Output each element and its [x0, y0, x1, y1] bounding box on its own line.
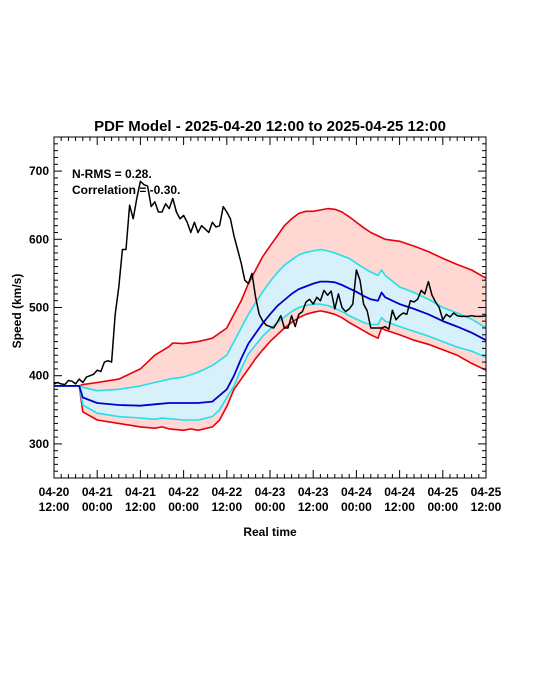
series-lines: [53, 180, 487, 432]
x-tick-label-time: 00:00: [255, 500, 286, 514]
x-tick-label-time: 12:00: [39, 500, 70, 514]
annotation-correlation: Correlation = -0.30.: [72, 183, 180, 197]
y-tick-label: 300: [29, 437, 49, 451]
x-tick-label-date: 04-24: [341, 485, 372, 499]
y-axis-label: Speed (km/s): [10, 274, 24, 349]
y-tick-label: 600: [29, 232, 49, 246]
x-tick-label-date: 04-23: [255, 485, 286, 499]
x-tick-label-time: 12:00: [211, 500, 242, 514]
inner-band: [54, 249, 486, 420]
x-axis-label: Real time: [243, 525, 297, 539]
series-line-median: [54, 280, 487, 407]
x-tick-label-date: 04-21: [125, 485, 156, 499]
x-tick-label-date: 04-21: [82, 485, 113, 499]
x-tick-label-time: 00:00: [168, 500, 199, 514]
x-tick-label-time: 00:00: [427, 500, 458, 514]
chart-title: PDF Model - 2025-04-20 12:00 to 2025-04-…: [94, 118, 446, 135]
x-tick-label-date: 04-23: [298, 485, 329, 499]
x-tick-label-date: 04-22: [211, 485, 242, 499]
prediction-bands: [54, 208, 486, 431]
series-line-upper-inner: [54, 248, 487, 392]
x-tick-label-time: 12:00: [298, 500, 329, 514]
annotation-nrms: N-RMS = 0.28.: [72, 167, 152, 181]
x-tick-label-time: 12:00: [471, 500, 502, 514]
x-tick-label-time: 00:00: [82, 500, 113, 514]
x-tick-label-date: 04-25: [471, 485, 502, 499]
series-line-observed: [53, 180, 487, 386]
y-tick-label: 500: [29, 301, 49, 315]
x-tick-label-date: 04-20: [39, 485, 70, 499]
x-tick-label-time: 12:00: [125, 500, 156, 514]
series-line-lower-inner: [54, 303, 487, 421]
x-tick-label-date: 04-25: [427, 485, 458, 499]
x-tick-label-date: 04-24: [384, 485, 415, 499]
y-tick-label: 400: [29, 369, 49, 383]
x-tick-label-time: 12:00: [384, 500, 415, 514]
x-tick-label-date: 04-22: [168, 485, 199, 499]
axis-ticks: 30040050060070004-2012:0004-2100:0004-21…: [29, 137, 502, 514]
x-tick-label-time: 00:00: [341, 500, 372, 514]
y-tick-label: 700: [29, 164, 49, 178]
series-line-upper-outer: [54, 207, 487, 387]
